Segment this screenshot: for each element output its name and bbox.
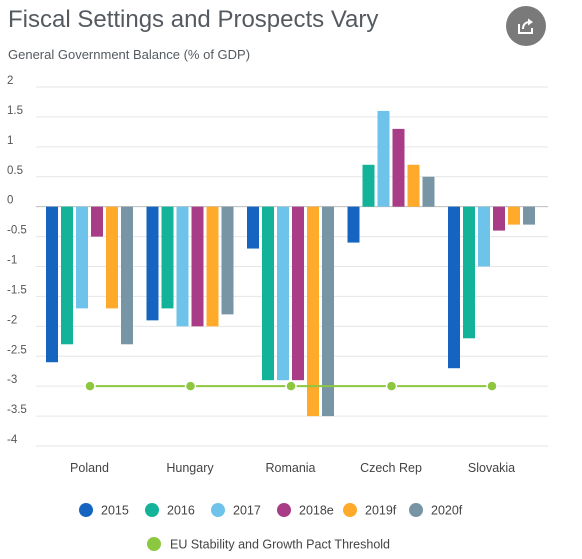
x-category-label: Poland [70,461,109,475]
bar-slovakia-2020f [523,206,535,225]
bar-poland-2017 [76,206,88,309]
bar-slovakia-2016 [463,206,475,339]
bar-romania-2020f [322,206,334,417]
legend-marker [145,503,159,517]
y-tick-label: -1 [7,255,17,267]
legend-marker [79,503,93,517]
threshold-point [184,380,197,392]
threshold-point [486,380,498,392]
legend-label: 2017 [233,504,261,518]
bar-hungary-2016 [161,206,174,309]
legend-marker-threshold [147,537,161,551]
threshold-point [84,380,96,392]
y-tick-label: 2 [7,75,13,87]
chart-subtitle: General Government Balance (% of GDP) [8,47,251,62]
legend-marker [409,503,423,517]
y-tick-label: 1.5 [7,105,23,117]
bar-slovakia-2017 [478,206,490,267]
share-button[interactable] [506,6,546,46]
x-category-label: Slovakia [468,461,515,475]
legend-marker [343,503,357,517]
y-tick-label: -3 [7,374,17,386]
bar-slovakia-2018e [493,206,505,231]
bar-czech-rep-2020f [422,176,435,207]
threshold-point [285,380,297,392]
bar-poland-2019f [106,206,118,309]
y-tick-label: -2 [7,314,17,326]
legend-marker [277,503,291,517]
legend-label: 2015 [101,504,129,518]
bar-czech-rep-2018e [392,128,405,207]
bar-poland-2015 [46,206,58,363]
bar-poland-2018e [91,206,103,237]
y-tick-label: -3.5 [7,404,27,416]
legend-label: 2016 [167,504,195,518]
legend-label: 2019f [365,504,397,518]
bar-romania-2015 [247,206,259,249]
bar-romania-2019f [307,206,319,417]
y-tick-label: 0 [7,195,13,207]
share-icon [518,18,533,34]
y-tick-label: 0.5 [7,165,23,177]
legend-label: 2018e [299,504,334,518]
y-tick-label: -4 [7,434,18,446]
bar-czech-rep-2017 [377,110,390,207]
legend-marker [211,503,225,517]
y-tick-label: -2.5 [7,344,27,356]
x-category-label: Hungary [166,461,214,475]
y-tick-label: -1.5 [7,284,27,296]
bar-hungary-2020f [221,206,234,315]
chart-title: Fiscal Settings and Prospects Vary [8,6,379,33]
bar-hungary-2019f [206,206,219,327]
bar-czech-rep-2015 [347,206,360,243]
bar-hungary-2015 [146,206,159,321]
bar-poland-2016 [61,206,73,345]
bar-romania-2016 [262,206,274,381]
bar-czech-rep-2019f [407,164,420,207]
y-tick-label: 1 [7,135,13,147]
bar-romania-2017 [277,206,289,381]
legend-label-threshold: EU Stability and Growth Pact Threshold [170,538,390,552]
bar-hungary-2018e [191,206,204,327]
bar-romania-2018e [292,206,304,381]
bar-poland-2020f [121,206,133,345]
legend-label: 2020f [431,504,463,518]
threshold-point [385,380,398,392]
bar-czech-rep-2016 [362,164,375,207]
bar-slovakia-2019f [508,206,520,225]
bar-hungary-2017 [176,206,189,327]
y-tick-label: -0.5 [7,225,27,237]
x-category-label: Czech Rep [360,461,422,475]
x-category-label: Romania [265,461,315,475]
bar-slovakia-2015 [448,206,460,369]
